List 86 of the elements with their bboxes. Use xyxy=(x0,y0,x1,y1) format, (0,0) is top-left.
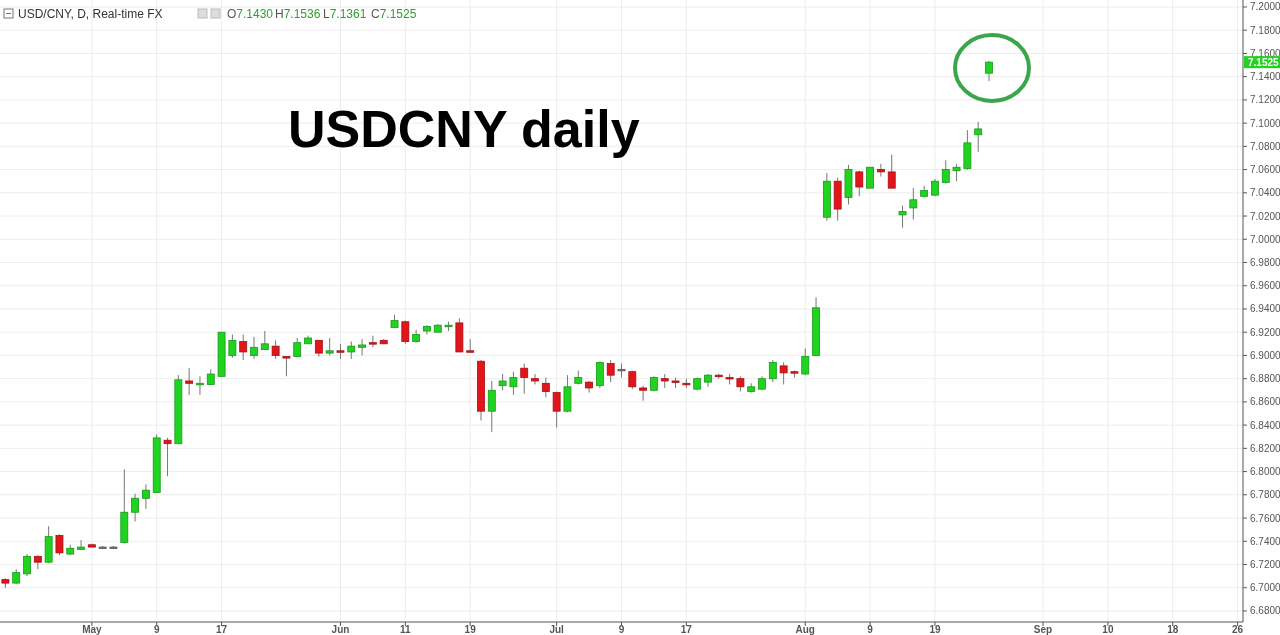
candlestick xyxy=(282,356,291,377)
candlestick xyxy=(77,539,85,550)
annotation: L7.1361 xyxy=(323,7,367,21)
annotation: C7.1525 xyxy=(371,7,417,21)
y-tick-label: 7.0600 xyxy=(1250,164,1280,176)
candlestick xyxy=(239,334,248,361)
candlestick xyxy=(768,359,777,383)
x-tick-label: 9 xyxy=(618,624,625,635)
annotation: 7.1525 xyxy=(1248,56,1280,68)
x-tick-label: 11 xyxy=(400,624,412,635)
y-tick-label: 6.6800 xyxy=(1250,605,1280,617)
candlestick xyxy=(228,334,237,359)
y-tick-label: 6.8000 xyxy=(1250,466,1280,478)
x-tick-label: 9 xyxy=(867,624,874,635)
candlestick xyxy=(163,437,172,477)
y-tick-label: 7.0800 xyxy=(1250,140,1280,152)
candlestick xyxy=(250,336,258,360)
y-tick-label: 6.8800 xyxy=(1250,373,1280,385)
candlestick xyxy=(293,337,302,358)
x-tick-label: 10 xyxy=(1102,624,1114,635)
candlestick xyxy=(531,373,539,385)
x-tick-label: 18 xyxy=(1167,624,1179,635)
text: USD/CNY, D, Real-time FX xyxy=(18,7,163,21)
y-tick-label: 6.7600 xyxy=(1250,512,1280,524)
y-tick-label: 7.1400 xyxy=(1250,71,1280,83)
y-tick-label: 6.7800 xyxy=(1250,489,1280,501)
candlestick xyxy=(131,493,140,523)
x-tick-label: 26 xyxy=(1232,624,1244,635)
candlestick xyxy=(866,166,875,189)
candlestick xyxy=(941,159,950,185)
y-tick-label: 6.9600 xyxy=(1250,280,1280,292)
candlestick xyxy=(606,359,615,383)
candlestick xyxy=(520,363,529,395)
candlestick xyxy=(23,553,31,577)
candlestick xyxy=(974,121,983,153)
y-tick-label: 6.8200 xyxy=(1250,442,1280,454)
candlestick xyxy=(552,390,561,428)
x-tick-label: Sep xyxy=(1033,624,1053,635)
candlestick xyxy=(877,163,885,178)
y-tick-label: 6.7400 xyxy=(1250,535,1280,547)
annotation: O7.1430 xyxy=(227,7,274,21)
y-tick-label: 7.0000 xyxy=(1250,233,1280,245)
x-tick-label: Jun xyxy=(331,624,350,635)
candlestick xyxy=(196,375,204,396)
candlestick xyxy=(185,367,194,396)
y-tick-label: 7.1800 xyxy=(1250,24,1280,36)
candlestick xyxy=(55,533,64,556)
annotation: H7.1536 xyxy=(275,7,321,21)
y-tick-label: 6.9800 xyxy=(1250,257,1280,269)
y-tick-label: 6.8600 xyxy=(1250,396,1280,408)
y-tick-label: 6.9200 xyxy=(1250,326,1280,338)
candlestick xyxy=(909,187,918,221)
text: USDCNY daily xyxy=(288,100,640,158)
y-tick-label: 7.2000 xyxy=(1250,1,1280,13)
y-tick-label: 7.0200 xyxy=(1250,210,1280,222)
candlestick xyxy=(509,371,518,396)
candlestick xyxy=(855,170,864,197)
x-tick-label: 19 xyxy=(464,624,477,635)
x-tick-label: Jul xyxy=(549,624,565,635)
y-tick-label: 7.1000 xyxy=(1250,117,1280,129)
y-tick-label: 7.1200 xyxy=(1250,94,1280,106)
x-tick-label: Aug xyxy=(795,624,815,635)
candlestick xyxy=(358,338,366,356)
x-tick-label: May xyxy=(82,624,103,635)
x-tick-label: 17 xyxy=(680,624,693,635)
candlestick xyxy=(142,483,150,510)
candlestick xyxy=(801,347,810,376)
candlestick xyxy=(541,377,550,398)
x-tick-label: 19 xyxy=(929,624,941,635)
candlestick xyxy=(898,205,907,229)
candlestick xyxy=(887,153,896,189)
x-tick-label: 17 xyxy=(216,624,228,635)
candlestick xyxy=(487,380,496,433)
y-tick-label: 6.7000 xyxy=(1250,582,1280,594)
y-tick-label: 6.8400 xyxy=(1250,419,1280,431)
candlestick xyxy=(368,335,377,348)
y-tick-label: 6.9400 xyxy=(1250,303,1280,315)
candlestick xyxy=(779,361,788,385)
y-tick-label: 6.7200 xyxy=(1250,559,1280,570)
y-tick-label: 6.9000 xyxy=(1250,349,1280,361)
candlestick xyxy=(260,330,269,351)
candlestick xyxy=(271,339,280,360)
x-tick-label: 9 xyxy=(153,624,160,635)
candlestick xyxy=(595,360,604,389)
candlestick xyxy=(639,385,648,402)
y-tick-label: 7.0400 xyxy=(1250,187,1280,199)
